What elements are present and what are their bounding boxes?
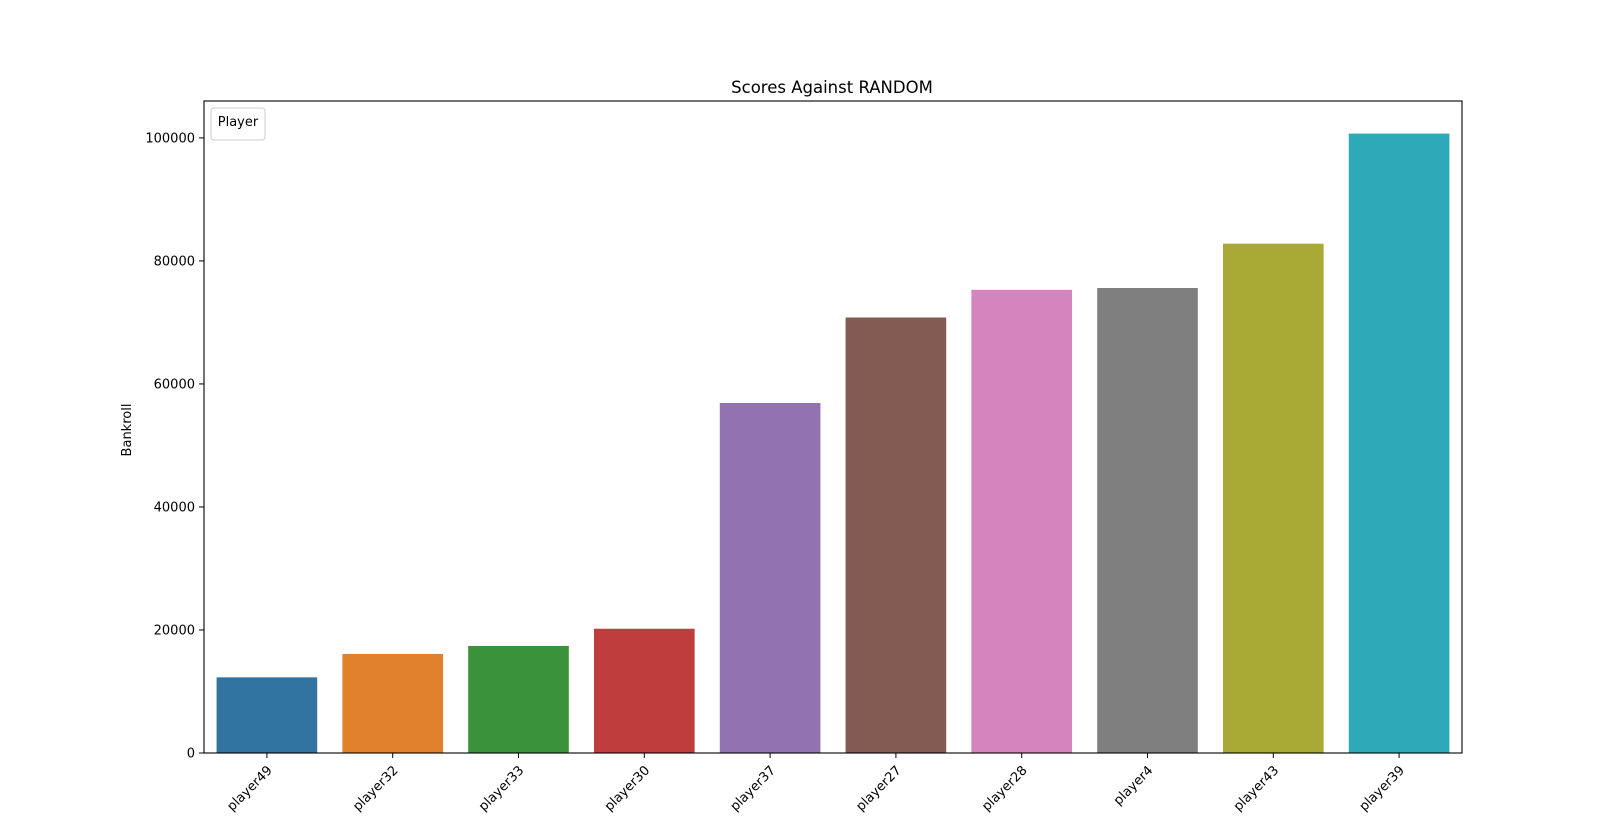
bar-player27 (845, 317, 947, 753)
y-axis-ticks: 0 20000 40000 60000 80000 100000 (145, 131, 204, 762)
y-axis-label: Bankroll (120, 404, 135, 457)
legend-title: Player (218, 115, 259, 130)
y-tick-label: 40000 (154, 500, 195, 515)
bar-player37 (719, 403, 821, 753)
legend: Player (210, 107, 266, 141)
bars-group (216, 133, 1450, 754)
y-tick-label: 80000 (154, 254, 195, 269)
bar-player4 (1097, 287, 1198, 753)
y-tick-label: 100000 (145, 131, 195, 146)
bar-player32 (342, 653, 444, 753)
legend-box (210, 107, 266, 141)
plot-frame (203, 100, 1463, 754)
y-tick-label: 60000 (154, 377, 195, 392)
bar-player30 (593, 628, 695, 753)
bar-player49 (216, 677, 318, 753)
y-tick-label: 0 (187, 747, 195, 762)
chart-title: Scores Against RANDOM (731, 78, 933, 97)
bar-player39 (1348, 133, 1450, 754)
y-tick-label: 20000 (154, 623, 195, 638)
bar-player28 (971, 289, 1073, 753)
bar-player33 (468, 645, 569, 753)
bar-player43 (1222, 243, 1324, 753)
